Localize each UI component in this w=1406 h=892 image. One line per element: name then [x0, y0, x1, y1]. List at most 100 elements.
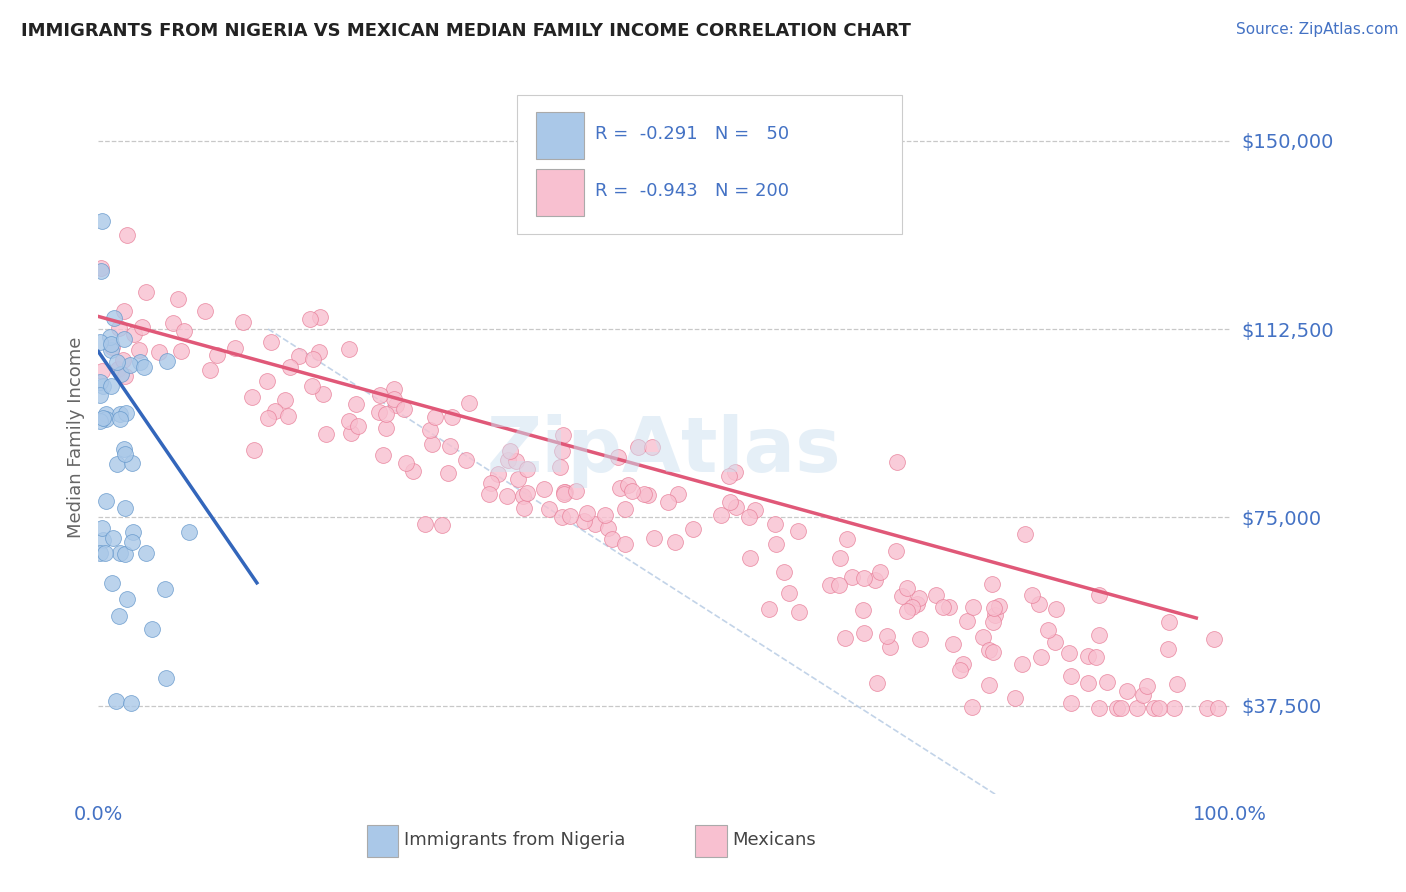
Point [984, 608, 1007, 623]
Point [315, 426, 337, 441]
Point [112, 332, 135, 346]
Point [456, 453, 478, 467]
Point [1060, 696, 1083, 710]
Point [614, 501, 637, 516]
Point [108, 320, 131, 334]
Point [129, 355, 152, 369]
Point [93, 411, 115, 425]
Point [1107, 701, 1129, 715]
Point [834, 631, 856, 645]
Point [574, 514, 596, 528]
Point [852, 625, 875, 640]
FancyBboxPatch shape [537, 169, 583, 216]
Point [516, 462, 538, 476]
Point [148, 344, 170, 359]
Point [553, 487, 575, 501]
Point [905, 598, 928, 612]
Point [382, 392, 405, 406]
Point [420, 436, 443, 450]
Point [952, 657, 974, 671]
Point [105, 354, 128, 368]
Point [104, 693, 127, 707]
Text: Immigrants from Nigeria: Immigrants from Nigeria [404, 831, 626, 849]
Point [884, 543, 907, 558]
Point [627, 440, 650, 454]
Point [402, 465, 425, 479]
Point [108, 546, 131, 560]
Point [243, 443, 266, 458]
Point [382, 382, 405, 396]
Point [121, 456, 143, 470]
Point [896, 603, 918, 617]
Point [385, 398, 408, 412]
Point [565, 484, 588, 499]
FancyBboxPatch shape [517, 95, 903, 234]
Point [131, 319, 153, 334]
Point [1115, 683, 1137, 698]
Point [437, 466, 460, 480]
Point [256, 374, 278, 388]
Point [765, 516, 787, 531]
Point [508, 472, 530, 486]
Point [666, 487, 689, 501]
Point [981, 645, 1004, 659]
Point [1157, 642, 1180, 657]
Point [787, 524, 810, 538]
Point [89, 388, 111, 402]
Point [108, 407, 131, 421]
Point [598, 521, 620, 535]
Point [134, 360, 156, 375]
Point [537, 501, 560, 516]
Point [876, 629, 898, 643]
Point [896, 581, 918, 595]
Point [956, 615, 979, 629]
Point [938, 600, 960, 615]
Point [344, 397, 367, 411]
Point [778, 586, 800, 600]
Text: R =  -0.291   N =   50: R = -0.291 N = 50 [595, 125, 789, 143]
Point [120, 358, 142, 372]
Point [852, 603, 875, 617]
Point [155, 671, 177, 685]
Point [744, 502, 766, 516]
Point [1057, 646, 1080, 660]
Point [962, 699, 984, 714]
Point [98, 330, 121, 344]
Point [879, 640, 901, 654]
Point [1060, 668, 1083, 682]
Point [1084, 649, 1107, 664]
Point [900, 600, 922, 615]
Point [533, 482, 555, 496]
Point [368, 405, 391, 419]
Point [1142, 701, 1164, 715]
Point [423, 409, 446, 424]
Point [392, 401, 415, 416]
Point [114, 447, 136, 461]
Point [498, 453, 520, 467]
Point [100, 378, 122, 392]
Point [869, 565, 891, 579]
Point [120, 697, 142, 711]
Point [1202, 632, 1225, 646]
Text: IMMIGRANTS FROM NIGERIA VS MEXICAN MEDIAN FAMILY INCOME CORRELATION CHART: IMMIGRANTS FROM NIGERIA VS MEXICAN MEDIA… [21, 22, 911, 40]
Point [1021, 588, 1043, 602]
Point [1014, 526, 1036, 541]
Point [375, 407, 398, 421]
Point [122, 524, 145, 539]
Point [107, 361, 129, 376]
Point [308, 344, 330, 359]
Point [932, 599, 955, 614]
Point [818, 578, 841, 592]
Point [274, 393, 297, 408]
Point [499, 443, 522, 458]
Point [167, 292, 190, 306]
Point [1206, 701, 1229, 715]
Point [512, 489, 534, 503]
Point [682, 522, 704, 536]
Point [89, 375, 111, 389]
Point [1087, 588, 1109, 602]
Point [371, 449, 394, 463]
Point [90, 264, 112, 278]
Point [240, 390, 263, 404]
Point [554, 484, 576, 499]
